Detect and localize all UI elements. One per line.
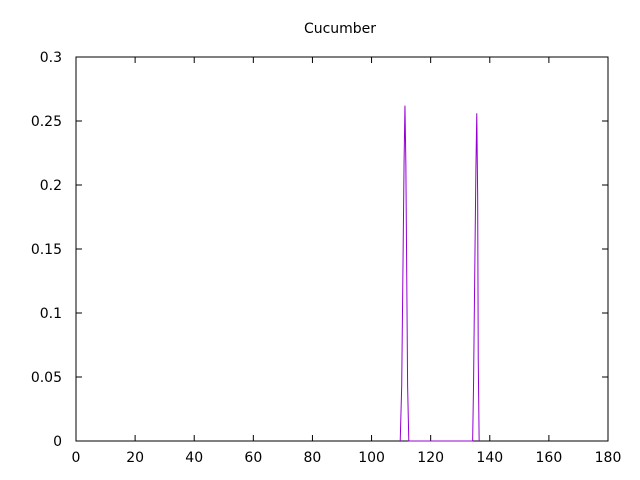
y-tick-label: 0.2 [40,178,62,194]
plot-frame [75,56,609,442]
series-line [399,105,480,442]
x-tick-label: 40 [185,450,203,466]
x-tick-label: 140 [476,450,503,466]
y-tick-label: 0.05 [31,370,62,386]
x-tick-label: 0 [72,450,81,466]
series-layer [399,105,480,442]
y-tick-label: 0.3 [40,50,62,66]
x-tick-label: 60 [244,450,262,466]
x-tick-label: 160 [536,450,563,466]
x-tick-label: 20 [126,450,144,466]
y-tick-label: 0 [53,434,62,450]
x-tick-label: 180 [595,450,622,466]
chart-title: Cucumber [304,21,376,37]
y-tick-label: 0.25 [31,114,62,130]
y-tick-label: 0.1 [40,306,62,322]
y-tick-label: 0.15 [31,242,62,258]
x-tick-label: 100 [358,450,385,466]
x-tick-label: 80 [304,450,322,466]
x-axis: 0 20 40 60 80 100 120 140 160 180 [72,57,622,466]
x-tick-label: 120 [417,450,444,466]
y-axis: 0 0.05 0.1 0.15 0.2 0.25 0.3 [31,50,608,450]
